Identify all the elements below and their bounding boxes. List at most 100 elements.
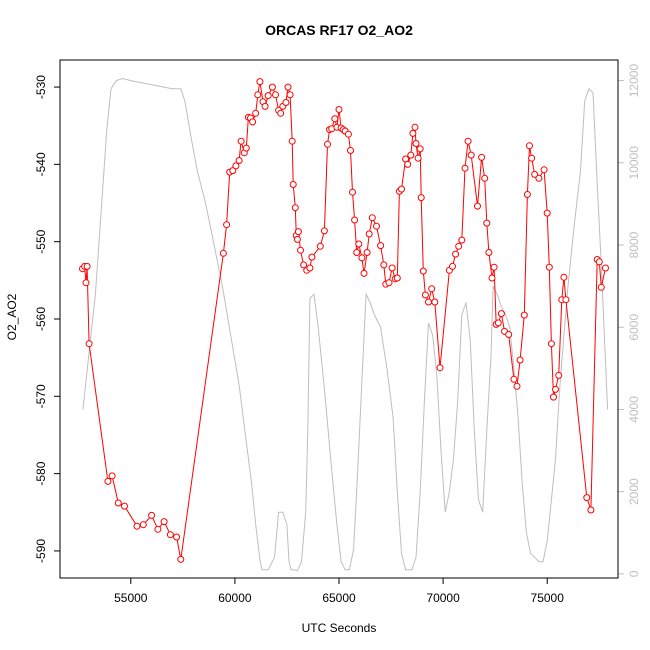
- data-point: [297, 246, 304, 254]
- y2-tick-label: 6000: [627, 314, 641, 341]
- data-point: [595, 258, 603, 266]
- data-point: [510, 375, 518, 383]
- data-point: [249, 118, 257, 126]
- data-point: [291, 204, 299, 212]
- data-point: [526, 142, 533, 150]
- y-tick-label: -540: [34, 152, 48, 176]
- data-point: [264, 92, 272, 100]
- data-point: [411, 123, 419, 131]
- data-point: [316, 242, 324, 250]
- y2-tick-label: 4000: [627, 396, 641, 423]
- data-point: [552, 385, 559, 393]
- data-point: [294, 228, 302, 236]
- y2-tick-label: 10000: [627, 146, 641, 180]
- data-point: [166, 531, 174, 539]
- data-point: [523, 191, 531, 198]
- data-point: [121, 502, 128, 510]
- data-point: [597, 283, 605, 291]
- data-point: [467, 151, 475, 159]
- chart-title: ORCAS RF17 O2_AO2: [265, 22, 413, 38]
- data-point: [85, 340, 93, 348]
- x-tick-label: 55000: [114, 591, 148, 605]
- data-point: [452, 250, 460, 258]
- data-point: [82, 279, 90, 287]
- data-point: [481, 174, 489, 182]
- data-point: [139, 521, 147, 529]
- data-point: [449, 262, 456, 270]
- data-point: [324, 140, 331, 148]
- x-axis-label: UTC Seconds: [302, 621, 377, 635]
- data-point: [177, 555, 185, 563]
- data-point: [393, 274, 401, 282]
- data-point: [331, 115, 339, 123]
- data-point: [428, 285, 436, 293]
- data-point: [284, 83, 292, 91]
- data-point: [268, 83, 276, 91]
- plot-frame: [59, 59, 619, 579]
- data-point: [545, 263, 553, 271]
- x-tick-label: 65000: [322, 591, 356, 605]
- data-point: [282, 99, 290, 106]
- data-point: [513, 382, 521, 390]
- data-point: [373, 222, 380, 230]
- data-point: [488, 274, 496, 282]
- data-point: [388, 264, 396, 272]
- data-point: [385, 279, 393, 287]
- data-point: [219, 249, 227, 257]
- data-point: [416, 145, 424, 153]
- data-point: [173, 533, 181, 541]
- data-point: [497, 310, 505, 318]
- data-point: [347, 147, 354, 154]
- data-point: [560, 273, 568, 281]
- data-point: [483, 219, 491, 227]
- data-point: [562, 296, 570, 304]
- y2-tick-label: 8000: [627, 231, 641, 258]
- data-point: [478, 153, 486, 161]
- y-tick-label: -570: [34, 384, 48, 408]
- data-point: [368, 214, 376, 222]
- data-point: [431, 298, 439, 306]
- data-point: [409, 129, 417, 137]
- data-point: [335, 106, 343, 113]
- data-point: [154, 525, 162, 533]
- x-tick-label: 70000: [426, 591, 460, 605]
- data-point: [235, 157, 243, 164]
- data-point: [417, 194, 425, 202]
- altitude-line: [82, 77, 609, 572]
- altitude-series: [82, 77, 609, 572]
- data-point: [528, 154, 536, 162]
- data-point: [288, 137, 296, 145]
- y2-tick-label: 0: [627, 570, 641, 577]
- y-tick-label: -580: [34, 461, 48, 485]
- y2-tick-label: 12000: [627, 64, 641, 98]
- data-point: [351, 216, 359, 224]
- data-point: [360, 269, 368, 277]
- data-point: [535, 174, 543, 182]
- x-tick-label: 60000: [218, 591, 252, 605]
- data-point: [421, 291, 429, 299]
- data-point: [414, 154, 422, 162]
- data-point: [490, 263, 498, 271]
- data-point: [300, 261, 308, 269]
- data-point: [114, 499, 122, 507]
- data-point: [543, 209, 551, 217]
- data-point: [237, 137, 245, 145]
- o2-ao2-series: [79, 78, 609, 563]
- data-point: [398, 185, 405, 193]
- data-point: [516, 356, 524, 364]
- data-point: [272, 91, 279, 99]
- data-point: [358, 254, 366, 262]
- data-point: [252, 109, 260, 117]
- data-point: [289, 181, 297, 188]
- data-point: [412, 140, 420, 147]
- data-point: [485, 249, 493, 256]
- data-point: [425, 298, 432, 306]
- data-point: [306, 264, 314, 272]
- data-point: [587, 506, 595, 514]
- data-point: [355, 240, 363, 248]
- data-point: [108, 472, 116, 480]
- data-point: [256, 78, 264, 86]
- data-point: [261, 102, 269, 110]
- y-tick-label: -550: [34, 229, 48, 253]
- data-point: [254, 91, 262, 99]
